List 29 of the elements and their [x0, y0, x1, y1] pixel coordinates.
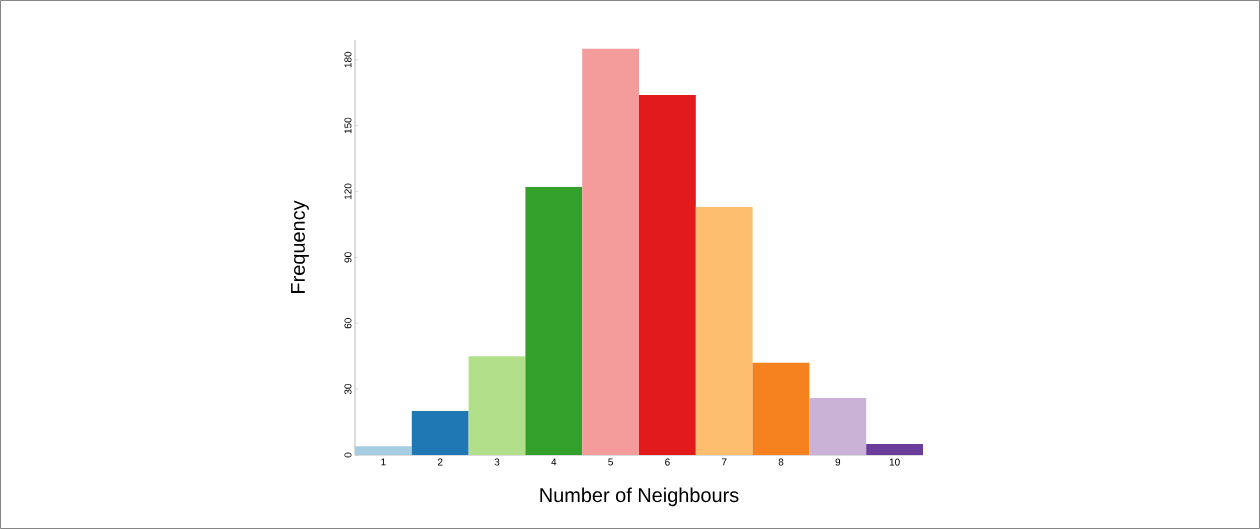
x-tick-label: 4 [551, 458, 557, 466]
bar [752, 362, 810, 455]
bar [411, 411, 469, 455]
y-tick-label: 150 [344, 117, 352, 134]
x-tick-label: 7 [721, 458, 727, 466]
bar [695, 206, 753, 455]
y-tick-label: 120 [344, 183, 352, 200]
x-tick-label: 6 [665, 458, 670, 466]
x-tick-label: 8 [778, 458, 784, 466]
x-tick-label: 9 [835, 458, 841, 466]
y-tick-label: 90 [344, 252, 352, 263]
y-tick-label: 180 [344, 51, 352, 68]
bar [866, 444, 924, 455]
x-axis-title: Number of Neighbours [540, 487, 739, 507]
y-tick-label: 0 [344, 452, 352, 458]
x-tick-label: 2 [437, 458, 443, 466]
bar [582, 48, 640, 455]
bar [809, 397, 867, 455]
x-tick-label: 10 [889, 458, 900, 466]
bar [355, 446, 412, 455]
x-tick-label: 1 [381, 458, 386, 466]
y-tick-label: 30 [344, 383, 352, 395]
y-axis-title: Frequency [291, 200, 309, 293]
bar [525, 187, 583, 455]
y-tick-label: 60 [344, 318, 352, 329]
bar [639, 94, 696, 455]
x-tick-label: 5 [608, 458, 613, 466]
bar [468, 356, 526, 455]
x-tick-label: 3 [494, 458, 500, 466]
